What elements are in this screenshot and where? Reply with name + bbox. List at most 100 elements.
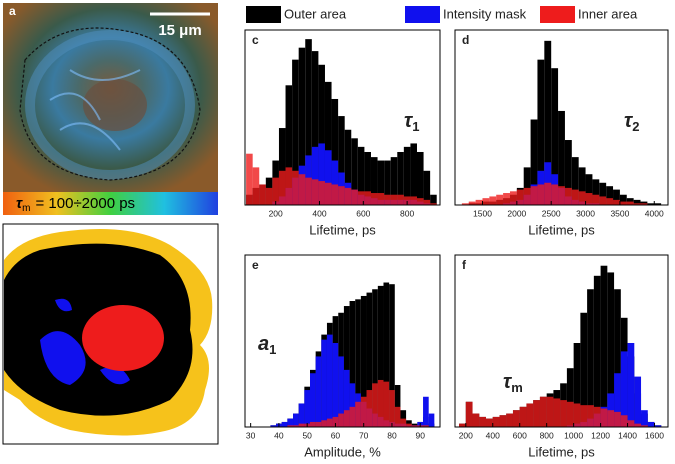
x-tick-label: 800 (400, 208, 414, 218)
nucleus (83, 79, 147, 131)
histogram-bar (634, 423, 642, 427)
histogram-bar (370, 193, 378, 205)
histogram-bar (580, 405, 588, 427)
histogram-bar (416, 151, 424, 205)
histogram-bar (315, 356, 322, 427)
histogram-bar (370, 157, 378, 205)
histogram-bar (349, 301, 356, 427)
histogram-bar (606, 186, 614, 205)
x-tick-label: 40 (274, 430, 284, 440)
annotation-subscript: 2 (632, 119, 639, 134)
histogram-bar (357, 146, 365, 205)
histogram-bar (326, 418, 333, 427)
histogram-bar (305, 39, 312, 205)
histogram-bar (298, 403, 305, 427)
x-tick-label: 4000 (645, 208, 664, 218)
histogram-bar (578, 191, 586, 205)
annotation-symbol: τ (503, 371, 513, 393)
histogram-bar (259, 184, 266, 205)
x-axis-label: Amplitude, % (304, 444, 381, 459)
histogram-bar (523, 167, 531, 205)
histogram-bar (614, 411, 621, 427)
x-tick-label: 80 (387, 430, 397, 440)
histogram-bar (390, 194, 398, 205)
histogram-bar (472, 413, 480, 427)
histogram-bar (272, 177, 279, 205)
histogram-bar (546, 396, 554, 427)
x-tick-label: 1600 (645, 430, 664, 440)
histogram-bar (357, 191, 365, 205)
histogram-bar (298, 174, 306, 205)
histogram-bar (489, 196, 497, 205)
x-tick-label: 200 (269, 208, 283, 218)
histogram-bar (560, 400, 567, 427)
histogram-bar (523, 187, 531, 205)
histogram-bar (475, 199, 483, 205)
histogram-bar (377, 379, 384, 427)
panel-a: 15 μm a τm = 100÷2000 ps (3, 3, 218, 215)
x-tick-label: 200 (459, 430, 473, 440)
histogram-bar (364, 191, 371, 205)
x-tick-label: 800 (540, 430, 554, 440)
x-tick-label: 400 (312, 208, 326, 218)
histogram-bar (592, 194, 600, 205)
histogram-bar (430, 194, 437, 205)
histogram-bar (298, 47, 306, 206)
x-tick-label: 1200 (591, 430, 610, 440)
histogram-bar (397, 194, 404, 205)
outline (19, 27, 201, 181)
histogram-bar (324, 182, 332, 205)
histogram-bar (344, 129, 352, 205)
histogram-bar (619, 201, 627, 205)
histogram-bar (566, 368, 574, 427)
histogram-bar (537, 59, 545, 206)
annotation-subscript: 1 (412, 119, 419, 134)
histogram-bar (318, 143, 325, 205)
subscript: m (22, 203, 30, 214)
x-axis-label: Lifetime, ps (309, 222, 376, 237)
histogram-bar (377, 193, 385, 205)
histogram-bar (599, 196, 607, 205)
panel-letter: a (9, 4, 16, 18)
histogram-bar (310, 373, 316, 427)
colorbar-label: τm = 100÷2000 ps (16, 195, 135, 214)
histogram-bar (355, 299, 361, 427)
panel-letter: d (462, 33, 469, 47)
histogram-bar (389, 284, 395, 427)
x-axis-label: Lifetime, ps (528, 444, 595, 459)
histogram-bar (423, 199, 431, 205)
histogram-bar (544, 182, 552, 205)
histogram-bar (627, 343, 635, 427)
legend-label: Intensity mask (443, 6, 527, 21)
panel-letter: f (462, 258, 467, 272)
histogram-bar (564, 140, 572, 205)
histogram-bar (360, 295, 367, 427)
histogram-bar (459, 423, 466, 427)
histogram-bar (287, 418, 294, 427)
histogram-bar (326, 334, 333, 427)
panel-letter: c (252, 33, 259, 47)
histogram-bar (332, 416, 339, 427)
histogram-bar (551, 68, 559, 205)
panel-letter: b (9, 226, 16, 240)
panel-letter: e (252, 258, 259, 272)
plot-frame (454, 254, 669, 428)
histogram-bar (461, 203, 469, 205)
histogram-bar (578, 167, 586, 205)
histogram-bar (349, 406, 356, 427)
legend-swatch (405, 6, 440, 23)
plot-frame (454, 29, 669, 206)
histogram-bar (321, 420, 327, 427)
histogram-bar (486, 418, 493, 427)
histogram-bar (620, 351, 628, 427)
x-tick-label: 600 (513, 430, 527, 440)
histogram-bar (641, 425, 648, 427)
histogram-bar (304, 390, 310, 427)
histogram-bar (496, 194, 504, 205)
histogram-bar (592, 179, 600, 205)
annotation: τ2 (624, 110, 639, 134)
histogram-bar (607, 272, 615, 427)
histogram-bar (305, 177, 312, 205)
histogram-bar (324, 150, 332, 205)
